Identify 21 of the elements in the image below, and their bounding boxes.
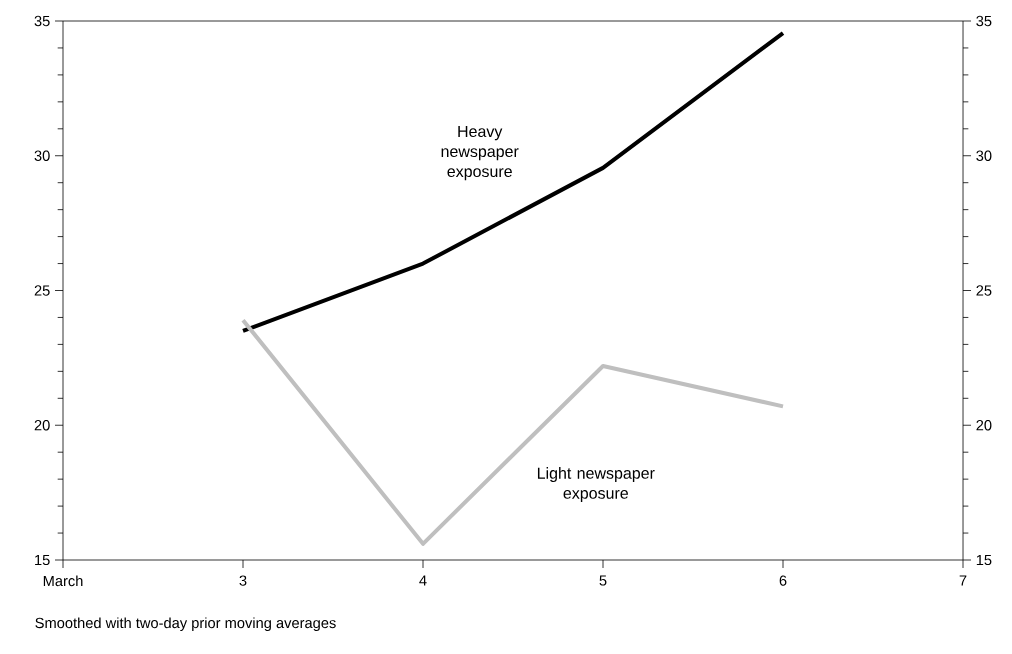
- y2-tick-label: 20: [976, 420, 992, 431]
- series-label: Light newspaper exposure: [537, 467, 655, 502]
- series-label: Heavy newspaper exposure: [441, 125, 519, 181]
- x-tick-label: March: [43, 575, 83, 587]
- x-tick-label: 6: [779, 575, 787, 586]
- y-tick-label: 35: [34, 15, 50, 27]
- line-series: [241, 31, 785, 333]
- y2-tick-label: 25: [976, 285, 992, 296]
- y2-tick-label: 35: [976, 15, 992, 27]
- text: Smoothed with two-day prior moving averages: [35, 617, 336, 632]
- x-tick-label: 3: [239, 575, 247, 586]
- x-tick-label: 4: [419, 575, 427, 586]
- y-tick-label: 30: [34, 150, 50, 161]
- y-tick-label: 25: [34, 285, 50, 296]
- y-tick-label: 15: [35, 554, 50, 566]
- y2-tick-label: 30: [976, 150, 992, 161]
- line-series: [241, 318, 785, 546]
- y-tick-label: 20: [34, 420, 50, 431]
- x-tick-label: 7: [959, 575, 967, 586]
- y2-tick-label: 15: [976, 554, 992, 566]
- x-tick-label: 5: [599, 575, 607, 586]
